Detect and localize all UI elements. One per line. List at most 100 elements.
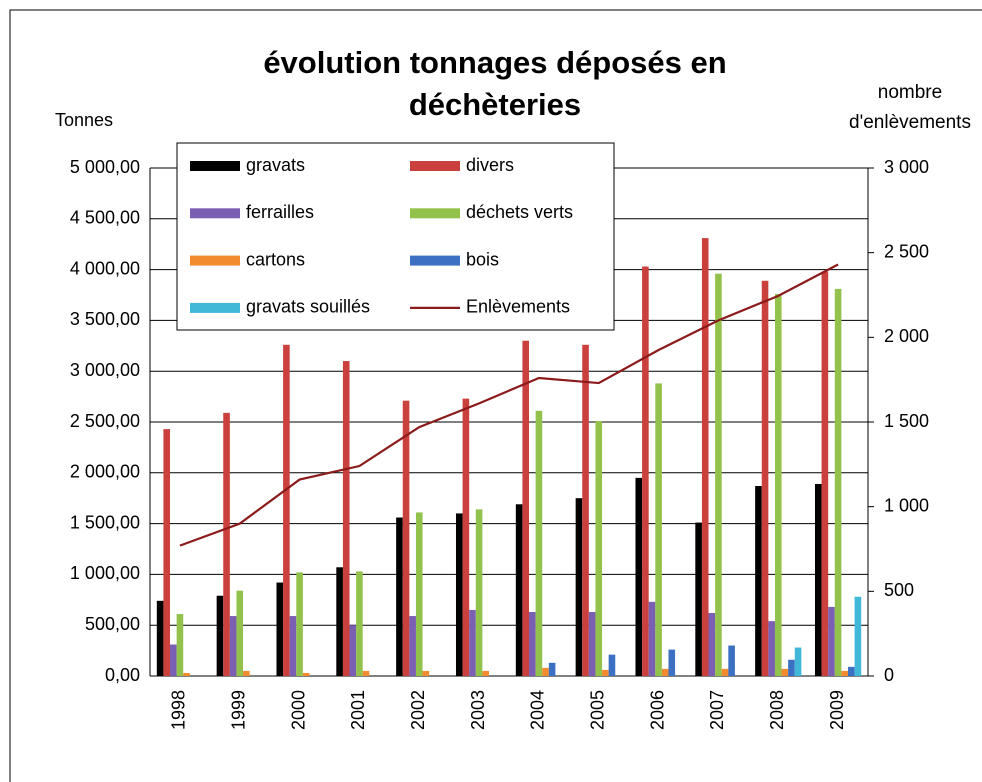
- legend-label: déchets verts: [466, 202, 573, 222]
- bar: [336, 567, 343, 676]
- legend-swatch: [410, 161, 460, 171]
- bar: [515, 504, 523, 676]
- bar: [362, 670, 370, 676]
- bar: [176, 614, 184, 676]
- bar: [409, 616, 416, 676]
- bar: [302, 672, 310, 676]
- bar: [289, 616, 297, 676]
- y2-tick-label: 1 500: [884, 411, 929, 431]
- bar: [768, 621, 775, 676]
- bar: [522, 340, 530, 676]
- legend-swatch: [410, 255, 460, 266]
- legend-box: [176, 142, 615, 331]
- bar: [475, 509, 483, 676]
- legend-label: divers: [466, 155, 514, 175]
- bar: [296, 572, 303, 676]
- y-tick-label: 4 000,00: [70, 258, 140, 278]
- x-tick-label: 2000: [288, 690, 308, 730]
- x-tick-label: 2005: [588, 690, 608, 730]
- legend-label: cartons: [246, 249, 305, 269]
- border: [9, 9, 982, 782]
- legend-label: Enlèvements: [466, 297, 570, 317]
- bar: [402, 400, 410, 676]
- bar: [668, 649, 676, 676]
- legend-label: ferrailles: [246, 202, 314, 222]
- x-tick-label: 2006: [647, 690, 667, 730]
- bar: [788, 659, 795, 676]
- bar: [276, 582, 284, 676]
- bar: [582, 344, 589, 676]
- x-tick-label: 2009: [827, 690, 847, 730]
- legend-swatch: [190, 255, 240, 266]
- x-tick-label: 2007: [707, 690, 727, 730]
- bar: [642, 266, 649, 676]
- bar: [761, 280, 769, 676]
- y-tick-label: 1 500,00: [70, 512, 140, 532]
- bar: [755, 486, 762, 676]
- bar: [701, 238, 709, 676]
- bar: [455, 513, 463, 676]
- y-tick-label: 0,00: [105, 665, 140, 685]
- bar: [216, 595, 224, 676]
- bar: [821, 271, 829, 676]
- bar: [548, 662, 556, 676]
- bar: [229, 616, 237, 676]
- bar: [635, 477, 643, 676]
- bar: [170, 644, 177, 676]
- bar: [828, 606, 835, 676]
- bar: [715, 273, 722, 676]
- y-tick-label: 3 500,00: [70, 309, 140, 329]
- bar: [482, 670, 489, 676]
- x-tick-label: 2001: [348, 690, 368, 730]
- x-tick-label: 1999: [229, 690, 249, 730]
- y2-tick-label: 3 000: [884, 157, 929, 177]
- bar: [283, 344, 290, 676]
- bar: [841, 670, 848, 676]
- y2-tick-label: 2 000: [884, 326, 929, 346]
- bar: [469, 609, 476, 676]
- y2-tick-label: 0: [884, 665, 894, 685]
- legend-swatch: [410, 208, 460, 219]
- y-tick-label: 2 000,00: [70, 462, 140, 482]
- chart-title: évolution tonnages déposés en déchèterie…: [263, 45, 727, 122]
- bar: [223, 412, 230, 676]
- legend-swatch: [190, 208, 240, 219]
- y-tick-label: 5 000,00: [70, 157, 140, 177]
- y2-tick-label: 500: [884, 580, 914, 600]
- x-tick-label: 1998: [169, 690, 189, 730]
- bar: [163, 429, 171, 676]
- bar: [661, 668, 669, 676]
- legend-label: gravats souillés: [246, 297, 370, 317]
- bar: [728, 645, 735, 676]
- bar: [356, 571, 363, 676]
- y2-tick-label: 1 000: [884, 495, 929, 515]
- y-tick-label: 3 000,00: [70, 360, 140, 380]
- bar: [794, 647, 802, 676]
- bar: [595, 420, 603, 676]
- bar: [542, 667, 549, 676]
- bar: [655, 383, 662, 676]
- x-tick-label: 2003: [468, 690, 488, 730]
- y2-tick-label: 2 500: [884, 241, 929, 261]
- bar: [695, 522, 702, 676]
- bar: [834, 288, 842, 676]
- legend-swatch: [190, 302, 240, 313]
- bar: [588, 611, 596, 676]
- bar: [774, 293, 782, 676]
- bar: [422, 670, 430, 676]
- bar: [183, 672, 190, 676]
- y-tick-label: 4 500,00: [70, 208, 140, 228]
- bar: [721, 668, 729, 676]
- y2-axis-label: nombre d'enlèvements: [849, 82, 971, 133]
- bar: [529, 611, 536, 676]
- y-axis-label: Tonnes: [55, 110, 113, 130]
- y-tick-label: 500,00: [85, 614, 140, 634]
- bar: [396, 517, 403, 676]
- y-tick-label: 2 500,00: [70, 411, 140, 431]
- legend-label: bois: [466, 249, 499, 269]
- x-tick-label: 2004: [528, 690, 548, 730]
- bar: [608, 654, 616, 676]
- legend-label: gravats: [246, 155, 305, 175]
